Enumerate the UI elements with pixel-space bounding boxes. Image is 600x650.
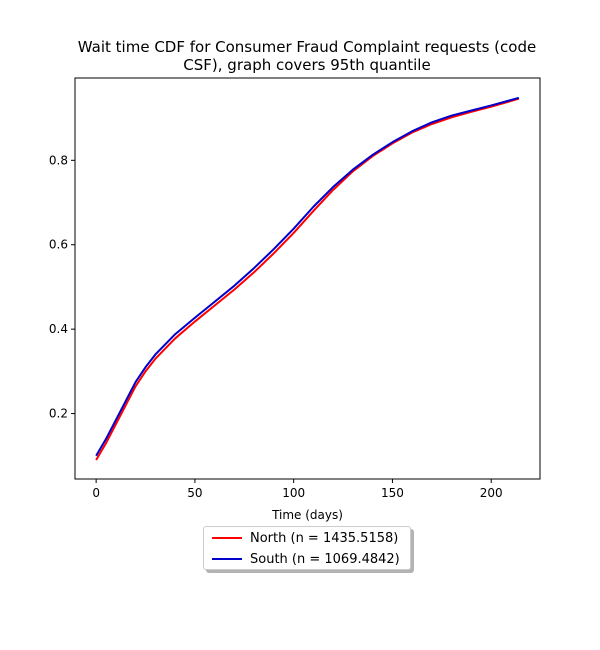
x-tick-label: 150 — [381, 486, 404, 500]
legend-swatch-north — [212, 537, 242, 539]
x-tick-label: 100 — [282, 486, 305, 500]
y-tick-label: 0.8 — [49, 153, 68, 167]
x-axis-label: Time (days) — [271, 508, 343, 522]
x-tick-label: 0 — [92, 486, 100, 500]
legend-item-north: North (n = 1435.5158) — [212, 528, 398, 548]
legend-label-south: South (n = 1069.4842) — [250, 551, 400, 567]
legend-label-north: North (n = 1435.5158) — [250, 530, 399, 546]
y-tick-label: 0.6 — [49, 238, 68, 252]
series-line-north — [95, 97, 520, 461]
chart-title-line-2: CSF), graph covers 95th quantile — [183, 56, 430, 74]
plot-area — [74, 77, 541, 480]
x-tick-label: 50 — [187, 486, 202, 500]
chart-title-line-1: Wait time CDF for Consumer Fraud Complai… — [78, 38, 536, 56]
legend-swatch-south — [212, 558, 242, 560]
y-tick-label: 0.4 — [49, 322, 68, 336]
y-tick-label: 0.2 — [49, 407, 68, 421]
legend: North (n = 1435.5158) South (n = 1069.48… — [203, 526, 411, 570]
series-line-south — [95, 96, 520, 457]
legend-item-south: South (n = 1069.4842) — [212, 549, 400, 569]
x-tick-label: 200 — [480, 486, 503, 500]
